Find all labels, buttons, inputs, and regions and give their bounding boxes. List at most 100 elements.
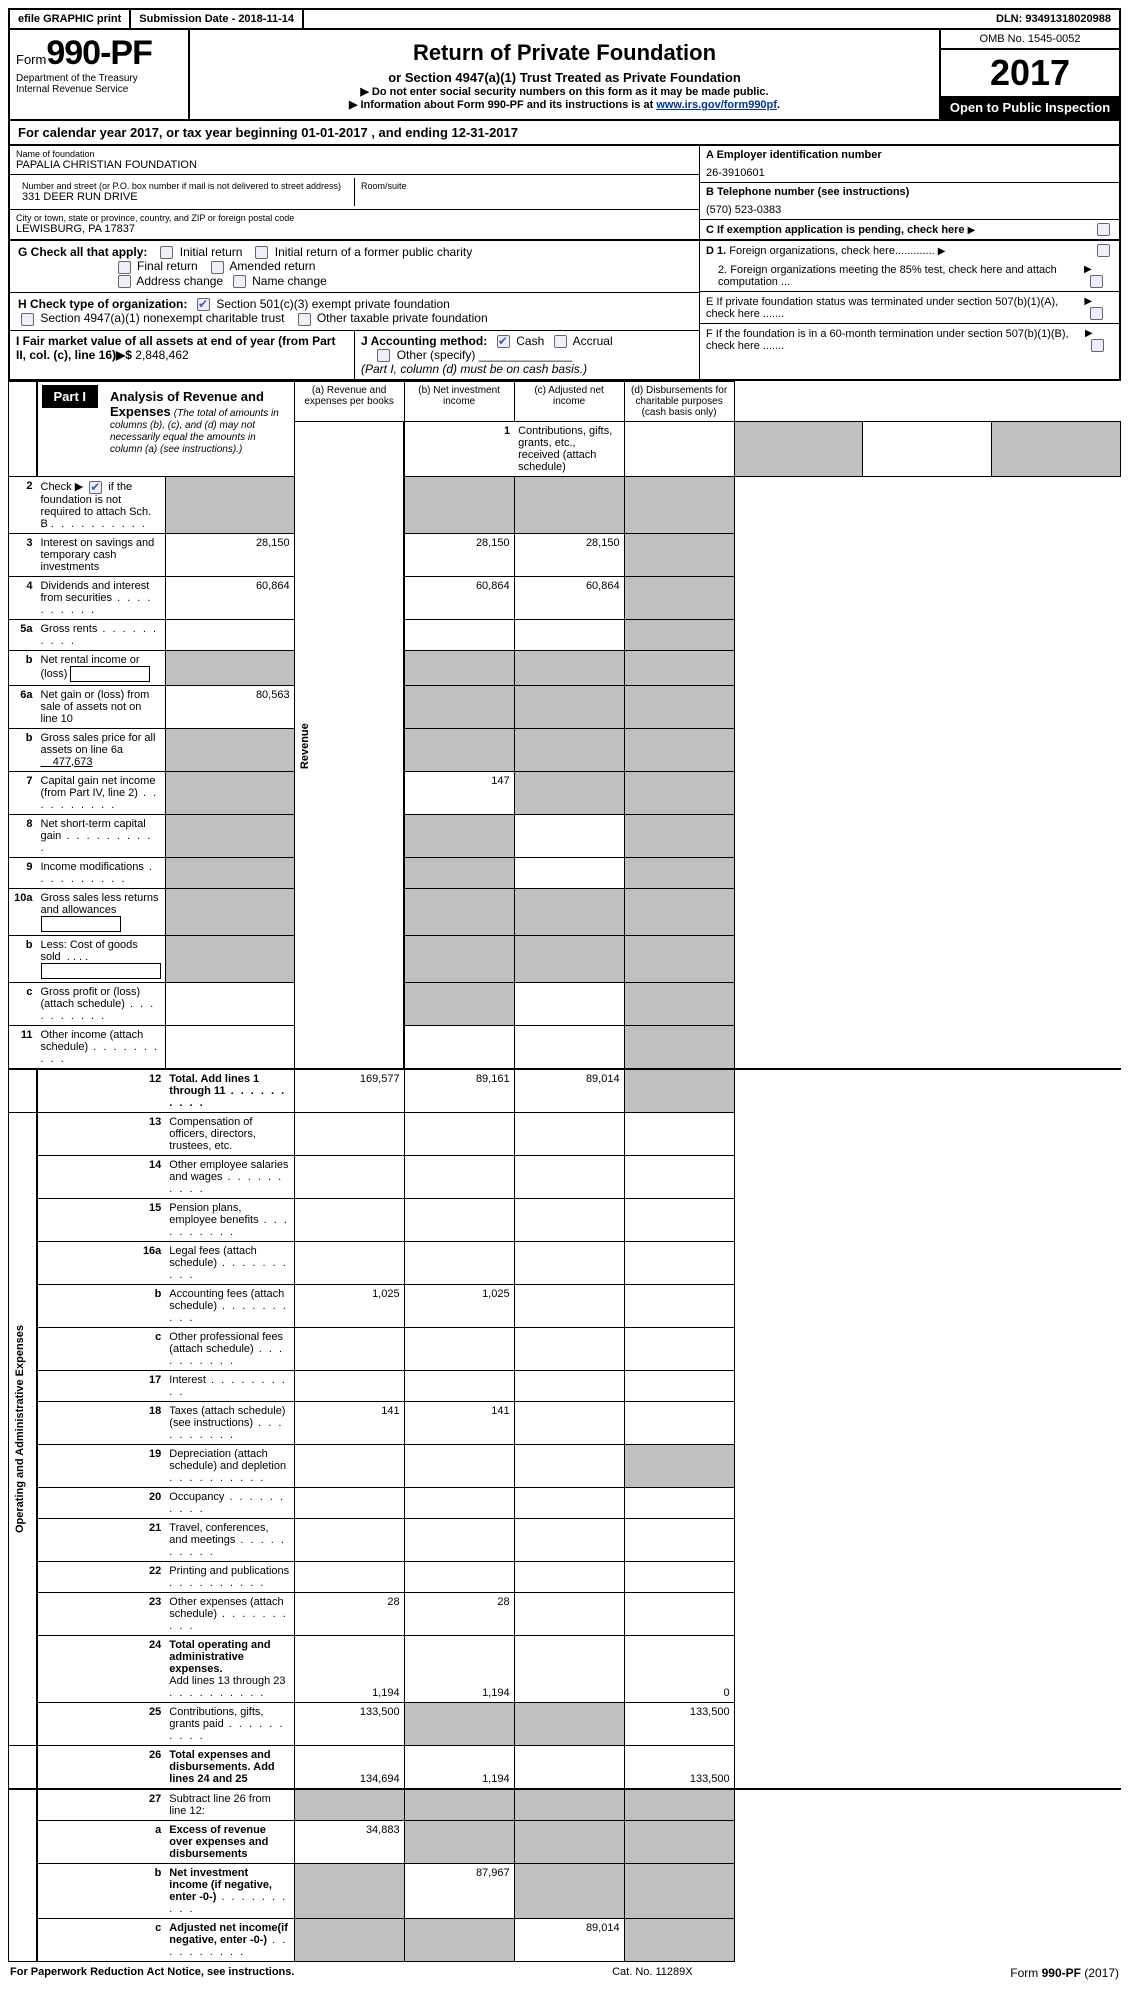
table-row: 4 Dividends and interest from securities…: [9, 576, 1121, 619]
table-row: 2 Check ▶ if the foundation is not requi…: [9, 477, 1121, 534]
h3-label: Other taxable private foundation: [317, 311, 488, 325]
table-row: 19 Depreciation (attach schedule) and de…: [9, 1444, 1121, 1487]
g1-label: Initial return: [180, 245, 243, 259]
line-desc: Net short-term capital gain: [37, 814, 166, 857]
line-num: 13: [37, 1112, 166, 1155]
table-row: b Net rental income or (loss): [9, 650, 1121, 685]
line-num: 3: [9, 533, 37, 576]
line-desc: Accounting fees (attach schedule): [165, 1284, 294, 1327]
ein-value: 26-3910601: [706, 161, 1113, 179]
line-num: 6a: [9, 685, 37, 728]
line-desc: Interest: [165, 1370, 294, 1401]
line-desc: Gross sales less returns and allowances: [37, 888, 166, 935]
line-desc: Total. Add lines 1 through 11: [165, 1069, 294, 1113]
g4-label: Amended return: [229, 259, 315, 273]
cell-value: 60,864: [165, 576, 294, 619]
line-desc: Taxes (attach schedule) (see instruction…: [165, 1401, 294, 1444]
g2-label: Initial return of a former public charit…: [275, 245, 472, 259]
cell-value: 28,150: [514, 533, 624, 576]
initial-return-charity-checkbox[interactable]: [255, 246, 268, 259]
dept-label: Department of the Treasury: [16, 73, 182, 84]
line-desc: Other professional fees (attach schedule…: [165, 1327, 294, 1370]
table-row: 5a Gross rents: [9, 619, 1121, 650]
line-num: 25: [37, 1702, 166, 1745]
line-num: c: [37, 1327, 166, 1370]
line-num: 12: [37, 1069, 166, 1113]
cell-value: 89,161: [404, 1069, 514, 1113]
room-label: Room/suite: [361, 181, 687, 191]
60month-checkbox[interactable]: [1091, 339, 1104, 352]
form-number: 990-PF: [46, 34, 152, 72]
other-taxable-checkbox[interactable]: [298, 313, 311, 326]
final-return-checkbox[interactable]: [118, 261, 131, 274]
city-state-zip: LEWISBURG, PA 17837: [16, 223, 693, 235]
line-desc: Total expenses and disbursements. Add li…: [165, 1745, 294, 1789]
col-a-header: (a) Revenue and expenses per books: [294, 382, 404, 422]
check-block: G Check all that apply: Initial return I…: [8, 241, 1121, 381]
table-row: 12 Total. Add lines 1 through 11 169,577…: [9, 1069, 1121, 1113]
initial-return-checkbox[interactable]: [160, 246, 173, 259]
cell-value: 28: [404, 1592, 514, 1635]
table-row: 3 Interest on savings and temporary cash…: [9, 533, 1121, 576]
j-label: J Accounting method:: [361, 334, 487, 348]
tax-year: 2017: [941, 50, 1119, 96]
line-num: 1: [404, 422, 514, 477]
efile-label: efile GRAPHIC print: [10, 10, 131, 28]
line-num: b: [9, 650, 37, 685]
table-row: 14 Other employee salaries and wages: [9, 1155, 1121, 1198]
line-desc: Occupancy: [165, 1487, 294, 1518]
line-num: 5a: [9, 619, 37, 650]
table-row: 15 Pension plans, employee benefits: [9, 1198, 1121, 1241]
foreign-85-checkbox[interactable]: [1090, 275, 1103, 288]
dln: DLN: 93491318020988: [988, 10, 1119, 28]
instructions-link[interactable]: www.irs.gov/form990pf: [656, 99, 777, 111]
line-desc: Legal fees (attach schedule): [165, 1241, 294, 1284]
table-row: 20 Occupancy: [9, 1487, 1121, 1518]
cash-checkbox[interactable]: [497, 335, 510, 348]
form-title: Return of Private Foundation: [200, 40, 929, 66]
arrow-icon: [1084, 295, 1092, 307]
line-num: 23: [37, 1592, 166, 1635]
other-method-checkbox[interactable]: [377, 349, 390, 362]
table-row: b Accounting fees (attach schedule) 1,02…: [9, 1284, 1121, 1327]
exemption-pending-checkbox[interactable]: [1097, 223, 1110, 236]
h1-label: Section 501(c)(3) exempt private foundat…: [216, 297, 449, 311]
4947a1-checkbox[interactable]: [21, 313, 34, 326]
fmv-value: 2,848,462: [135, 348, 188, 362]
open-to-public: Open to Public Inspection: [941, 96, 1119, 119]
part1-table: Part I Analysis of Revenue and Expenses …: [8, 381, 1121, 1962]
line-num: 14: [37, 1155, 166, 1198]
line-num: 8: [9, 814, 37, 857]
line-desc: Capital gain net income (from Part IV, l…: [37, 771, 166, 814]
line-desc: Interest on savings and temporary cash i…: [37, 533, 166, 576]
cell-value: 60,864: [514, 576, 624, 619]
cell-value: 141: [294, 1401, 404, 1444]
cell-value: 34,883: [294, 1820, 404, 1863]
line-num: 18: [37, 1401, 166, 1444]
arrow-icon: [938, 245, 946, 257]
expenses-side-label: Operating and Administrative Expenses: [9, 1112, 37, 1745]
line-desc: Travel, conferences, and meetings: [165, 1518, 294, 1561]
amended-return-checkbox[interactable]: [211, 261, 224, 274]
line-num: 11: [9, 1025, 37, 1069]
address-change-checkbox[interactable]: [118, 275, 131, 288]
foreign-org-checkbox[interactable]: [1097, 244, 1110, 257]
gross-sales-value: 477,673: [53, 756, 93, 768]
line-num: c: [9, 982, 37, 1025]
line-desc: Contributions, gifts, grants paid: [165, 1702, 294, 1745]
d2-label: 2. Foreign organizations meeting the 85%…: [718, 264, 1084, 288]
arrow-icon: [968, 224, 976, 236]
status-terminated-checkbox[interactable]: [1090, 307, 1103, 320]
line-num: 7: [9, 771, 37, 814]
h-label: H Check type of organization:: [18, 297, 187, 311]
no-schb-checkbox[interactable]: [89, 481, 102, 494]
form-number-block: Form990-PF: [16, 34, 182, 73]
line-desc: Contributions, gifts, grants, etc., rece…: [514, 422, 624, 477]
cell-value: 80,563: [165, 685, 294, 728]
part1-label: Part I: [42, 385, 99, 408]
name-change-checkbox[interactable]: [233, 275, 246, 288]
501c3-checkbox[interactable]: [197, 298, 210, 311]
accrual-checkbox[interactable]: [554, 335, 567, 348]
form-header: Form990-PF Department of the Treasury In…: [8, 30, 1121, 121]
table-row: 16a Legal fees (attach schedule): [9, 1241, 1121, 1284]
